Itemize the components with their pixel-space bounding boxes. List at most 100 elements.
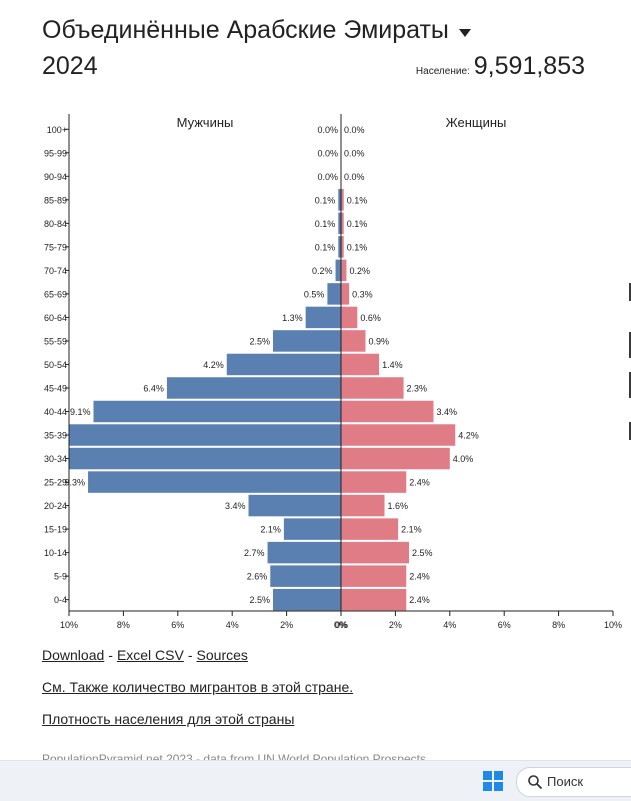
population: Население: 9,591,853 xyxy=(416,52,585,81)
male-bar-30-34[interactable] xyxy=(69,447,341,470)
male-bar-5-9[interactable] xyxy=(270,565,341,587)
sources-link[interactable]: Sources xyxy=(196,647,248,663)
x-tick-label: 4% xyxy=(226,620,239,630)
age-label-65-69: 65-69 xyxy=(44,289,67,299)
female-bar-45-49[interactable] xyxy=(341,377,404,399)
male-bar-55-59[interactable] xyxy=(273,330,341,352)
male-value-label: 0.5% xyxy=(304,289,325,299)
male-bar-15-19[interactable] xyxy=(283,518,341,540)
female-bar-75-79[interactable] xyxy=(341,236,344,258)
male-bar-35-39[interactable] xyxy=(69,424,341,446)
age-label-50-54: 50-54 xyxy=(44,360,67,370)
female-bar-0-4[interactable] xyxy=(341,588,407,611)
migrants-link[interactable]: См. Также количество мигрантов в этой ст… xyxy=(42,679,354,695)
country-selector[interactable]: Объединённые Арабские Эмираты xyxy=(42,16,602,45)
male-bar-50-54[interactable] xyxy=(226,353,341,376)
age-label-85-89: 85-89 xyxy=(44,195,67,205)
male-bar-40-44[interactable] xyxy=(93,400,341,423)
age-label-0-4: 0-4 xyxy=(54,595,67,605)
search-label: Поиск xyxy=(547,774,584,789)
x-tick-label: 0% xyxy=(334,620,347,630)
link-separator: - xyxy=(187,647,193,663)
age-label-75-79: 75-79 xyxy=(44,242,67,252)
female-value-label: 0.0% xyxy=(344,125,365,135)
male-bar-10-14[interactable] xyxy=(267,541,341,564)
male-value-label: 0.1% xyxy=(315,219,336,229)
male-bar-0-4[interactable] xyxy=(273,588,341,611)
male-value-label: 2.6% xyxy=(247,572,268,582)
female-bar-20-24[interactable] xyxy=(341,494,385,517)
x-tick-label: 6% xyxy=(498,620,511,630)
x-tick-label: 2% xyxy=(389,620,402,630)
male-value-label: 0.1% xyxy=(315,242,336,252)
male-bar-65-69[interactable] xyxy=(327,283,341,305)
male-bar-45-49[interactable] xyxy=(166,377,341,399)
female-bar-10-14[interactable] xyxy=(341,541,409,564)
female-bar-55-59[interactable] xyxy=(341,330,366,352)
x-tick-label: 4% xyxy=(443,620,456,630)
female-bar-15-19[interactable] xyxy=(341,518,399,540)
female-value-label: 0.0% xyxy=(344,148,365,158)
female-bar-35-39[interactable] xyxy=(341,424,456,446)
male-bar-60-64[interactable] xyxy=(305,306,341,329)
female-bar-80-84[interactable] xyxy=(341,212,344,235)
age-label-60-64: 60-64 xyxy=(44,313,67,323)
male-value-label: 0.0% xyxy=(317,172,338,182)
female-value-label: 0.0% xyxy=(344,172,365,182)
country-name[interactable]: Объединённые Арабские Эмираты xyxy=(42,16,449,44)
header: Объединённые Арабские Эмираты 2024 Насел… xyxy=(42,16,602,80)
male-bar-85-89[interactable] xyxy=(338,189,341,211)
age-label-95-99: 95-99 xyxy=(44,148,67,158)
age-label-90-94: 90-94 xyxy=(44,172,67,182)
female-title: Женщины xyxy=(446,115,507,130)
population-label: Население: xyxy=(415,66,470,77)
scrollbar-mark xyxy=(629,422,631,440)
density-link[interactable]: Плотность населения для этой страны xyxy=(42,711,295,727)
male-bar-25-29[interactable] xyxy=(88,471,341,493)
age-label-25-29: 25-29 xyxy=(44,478,67,488)
female-value-label: 0.1% xyxy=(347,219,368,229)
female-bar-5-9[interactable] xyxy=(341,565,407,587)
age-label-70-74: 70-74 xyxy=(44,266,67,276)
male-value-label: 9.1% xyxy=(70,407,91,417)
female-bar-65-69[interactable] xyxy=(341,283,350,305)
male-value-label: 2.7% xyxy=(244,548,265,558)
female-value-label: 2.3% xyxy=(407,383,428,393)
excel-csv-link[interactable]: Excel CSV xyxy=(116,647,184,663)
female-bar-40-44[interactable] xyxy=(341,400,434,423)
age-label-30-34: 30-34 xyxy=(44,454,67,464)
taskbar-search[interactable]: Поиск xyxy=(516,767,631,797)
female-value-label: 1.4% xyxy=(382,360,403,370)
windows-start-icon[interactable] xyxy=(483,771,503,791)
female-bar-85-89[interactable] xyxy=(341,189,344,211)
male-bar-80-84[interactable] xyxy=(338,212,341,235)
female-bar-30-34[interactable] xyxy=(341,447,450,470)
female-value-label: 2.4% xyxy=(409,478,430,488)
female-bar-70-74[interactable] xyxy=(341,259,347,282)
female-value-label: 2.4% xyxy=(409,595,430,605)
female-bar-50-54[interactable] xyxy=(341,353,380,376)
female-value-label: 0.6% xyxy=(360,313,381,323)
age-label-55-59: 55-59 xyxy=(44,336,67,346)
female-bar-25-29[interactable] xyxy=(341,471,407,493)
download-link[interactable]: Download xyxy=(42,647,105,663)
age-label-100+: 100+ xyxy=(47,125,67,135)
female-bar-60-64[interactable] xyxy=(341,306,358,329)
scrollbar-mark xyxy=(629,332,631,358)
male-bar-20-24[interactable] xyxy=(248,494,341,517)
x-tick-label: 10% xyxy=(60,620,78,630)
scrollbar-mark xyxy=(629,283,631,301)
male-bar-70-74[interactable] xyxy=(335,259,341,282)
x-tick-label: 8% xyxy=(552,620,565,630)
female-value-label: 0.2% xyxy=(349,266,370,276)
female-value-label: 0.3% xyxy=(352,289,373,299)
female-value-label: 0.1% xyxy=(347,242,368,252)
female-value-label: 3.4% xyxy=(436,407,457,417)
caret-down-icon[interactable] xyxy=(458,28,471,37)
female-value-label: 2.5% xyxy=(412,548,433,558)
female-value-label: 4.2% xyxy=(458,431,479,441)
scrollbar-mark xyxy=(629,372,631,398)
age-label-35-39: 35-39 xyxy=(44,431,67,441)
age-label-20-24: 20-24 xyxy=(44,501,67,511)
male-bar-75-79[interactable] xyxy=(338,236,341,258)
